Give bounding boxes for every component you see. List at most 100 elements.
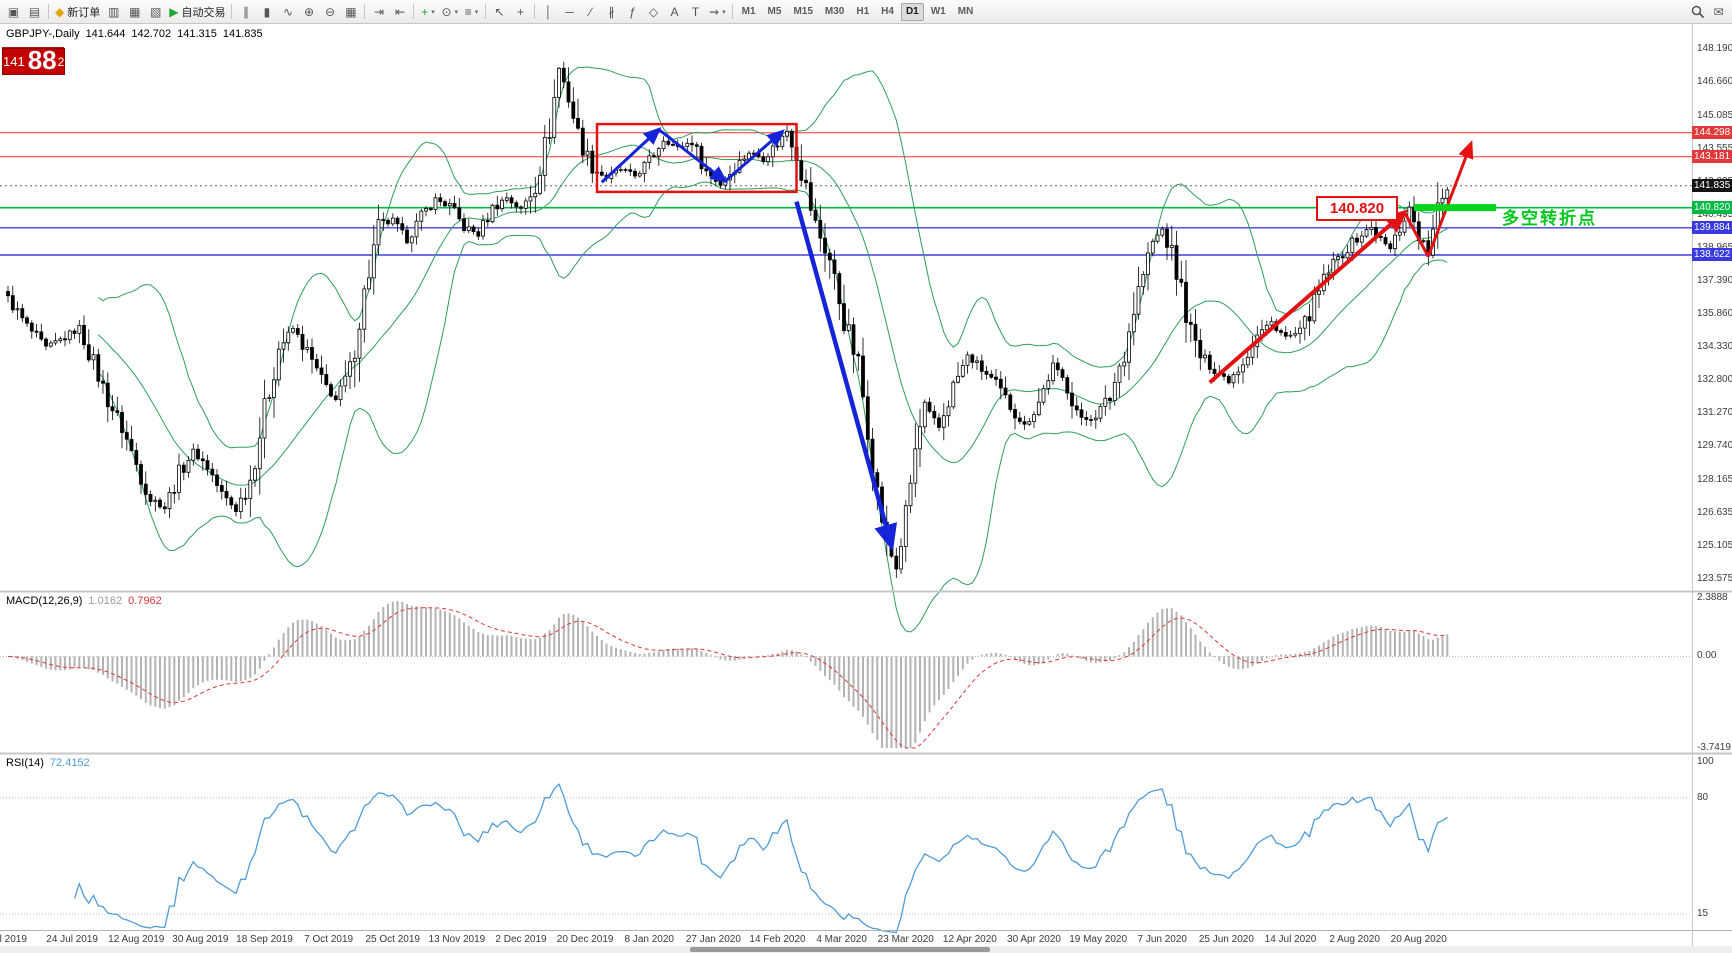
candles-chart-icon: ▮ <box>263 4 271 19</box>
mail-button[interactable]: ✉ <box>1708 2 1729 22</box>
toolbar-separator <box>364 4 366 19</box>
date-label: 12 Apr 2020 <box>942 934 997 945</box>
timeframe-m30[interactable]: M30 <box>824 6 845 17</box>
indicators-icon[interactable]: + ▾ <box>417 2 438 22</box>
candles-chart-icon[interactable]: ▮ <box>256 2 277 22</box>
new-order-button-label: 新订单 <box>67 6 101 19</box>
crosshair-icon[interactable]: + <box>510 2 531 22</box>
new-order-icon: ◆ <box>55 4 65 19</box>
chart-profiles-icon[interactable]: ▤ <box>24 2 45 22</box>
zoom-out-icon: ⊖ <box>324 4 335 19</box>
price-tick: 135.860 <box>1697 308 1732 320</box>
rsi-tick: 80 <box>1697 791 1709 803</box>
text-icon[interactable]: A <box>664 2 685 22</box>
equidistant-channel-icon: ∦ <box>608 4 615 19</box>
templates-icon[interactable]: ≡ ▾ <box>461 2 482 22</box>
date-label: 13 Nov 2019 <box>428 934 486 945</box>
dropdown-caret-icon[interactable]: ▾ <box>454 8 459 16</box>
buy-price-box[interactable]: 141 88 2 <box>2 45 66 76</box>
price-tick: 138.965 <box>1697 242 1732 253</box>
toolbar: ▣ ▤ ◆ 新订单 ▥ ▦ ▧ ▶ 自动交易 ∥ ▮ ∿ ⊕ ⊖ ▦ ⇥ ⇤ + ▾ ⊙ ▾ ≡ ▾ ↖ + │ ─ ∕ ∦ ƒ ◇ A T ⇝ ▾… <box>0 0 1732 24</box>
price-tick: 123.575 <box>1697 572 1732 584</box>
timeframe-m15[interactable]: M15 <box>793 6 813 17</box>
timeframe-w1[interactable]: W1 <box>930 6 946 17</box>
text-icon: A <box>670 4 679 19</box>
cursor-icon[interactable]: ↖ <box>489 2 510 22</box>
bars-chart-icon[interactable]: ∥ <box>235 2 256 22</box>
arrows-icon: ⇝ <box>709 4 720 19</box>
price-tick: 134.330 <box>1697 341 1732 353</box>
macd-label: MACD(12,26,9) 1.0162 0.7962 <box>6 595 168 607</box>
low-value: 141.315 <box>177 28 217 40</box>
shapes-icon[interactable]: ◇ <box>643 2 664 22</box>
macd-name: MACD(12,26,9) <box>6 595 83 607</box>
date-label: 23 Mar 2020 <box>877 934 934 945</box>
bars-chart-icon: ∥ <box>242 4 249 19</box>
data-window-icon[interactable]: ▦ <box>124 2 145 22</box>
rsi-name: RSI(14) <box>6 757 44 769</box>
timeframe-mn[interactable]: MN <box>957 6 974 17</box>
zoom-in-icon[interactable]: ⊕ <box>298 2 319 22</box>
equidistant-channel-icon[interactable]: ∦ <box>601 2 622 22</box>
zoom-in-icon: ⊕ <box>303 4 314 19</box>
buy-price-sup: 2 <box>57 55 65 69</box>
market-watch-icon: ▥ <box>108 4 120 19</box>
toolbar-separator <box>413 4 415 19</box>
date-label: 8 Jan 2020 <box>624 934 675 945</box>
date-label: Jul 2019 <box>0 934 27 945</box>
trendline-icon[interactable]: ∕ <box>580 2 601 22</box>
periods-icon[interactable]: ⊙ ▾ <box>438 2 461 22</box>
dropdown-caret-icon[interactable]: ▾ <box>431 8 435 16</box>
price-line-badge: 140.820 <box>1692 200 1732 214</box>
timeframe-d1[interactable]: D1 <box>900 2 924 21</box>
zoom-out-icon[interactable]: ⊖ <box>319 2 340 22</box>
date-label: 7 Oct 2019 <box>304 934 354 945</box>
date-label: 14 Feb 2020 <box>749 934 806 945</box>
new-chart-icon[interactable]: ▣ <box>3 2 24 22</box>
market-watch-icon[interactable]: ▥ <box>103 2 124 22</box>
chart-shift-icon[interactable]: ⇤ <box>389 2 410 22</box>
date-label: 20 Dec 2019 <box>556 934 614 945</box>
shapes-icon: ◇ <box>648 4 659 19</box>
new-order-button[interactable]: ◆ 新订单 <box>52 2 103 22</box>
annotation-note-text: 多空转折点 <box>1502 209 1597 228</box>
date-label: 2 Aug 2020 <box>1329 934 1380 945</box>
tile-windows-icon: ▦ <box>345 4 357 19</box>
toolbar-separator <box>231 4 233 19</box>
price-line-badge: 143.181 <box>1692 149 1732 163</box>
toolbar-separator <box>534 4 536 19</box>
navigator-icon[interactable]: ▧ <box>145 2 166 22</box>
arrows-icon[interactable]: ⇝ ▾ <box>706 2 729 22</box>
timeframe-h4[interactable]: H4 <box>881 6 894 17</box>
date-label: 18 Sep 2019 <box>236 934 293 945</box>
toolbar-separator <box>485 4 487 19</box>
search-button[interactable] <box>1687 2 1708 22</box>
crosshair-icon: + <box>517 4 525 19</box>
line-chart-icon[interactable]: ∿ <box>277 2 298 22</box>
fibonacci-icon[interactable]: ƒ <box>622 2 643 22</box>
dropdown-caret-icon[interactable]: ▾ <box>722 8 726 16</box>
timeframe-m1[interactable]: M1 <box>741 6 756 17</box>
dropdown-caret-icon[interactable]: ▾ <box>474 8 479 16</box>
buy-price-main: 141 <box>3 54 25 70</box>
text-label-icon[interactable]: T <box>685 2 706 22</box>
timeframe-m5[interactable]: M5 <box>767 6 782 17</box>
tile-windows-icon[interactable]: ▦ <box>340 2 361 22</box>
macd-main-value: 1.0162 <box>88 595 123 607</box>
scrollbar-thumb[interactable] <box>690 947 990 952</box>
horizontal-line-icon[interactable]: ─ <box>559 2 580 22</box>
date-label: 30 Apr 2020 <box>1007 934 1061 945</box>
date-label: 7 Jun 2020 <box>1137 934 1188 945</box>
vertical-line-icon[interactable]: │ <box>538 2 559 22</box>
buy-price-pips: 88 <box>27 45 57 75</box>
timeframe-h1[interactable]: H1 <box>856 6 870 17</box>
date-label: 30 Aug 2019 <box>172 934 229 945</box>
chart-profiles-icon: ▤ <box>28 4 41 19</box>
auto-scroll-icon[interactable]: ⇥ <box>368 2 389 22</box>
autotrading-button[interactable]: ▶ 自动交易 <box>166 2 228 22</box>
price-tick: 148.190 <box>1697 42 1732 54</box>
macd-tick: 0.00 <box>1697 650 1717 662</box>
date-label: 4 Mar 2020 <box>816 934 867 945</box>
